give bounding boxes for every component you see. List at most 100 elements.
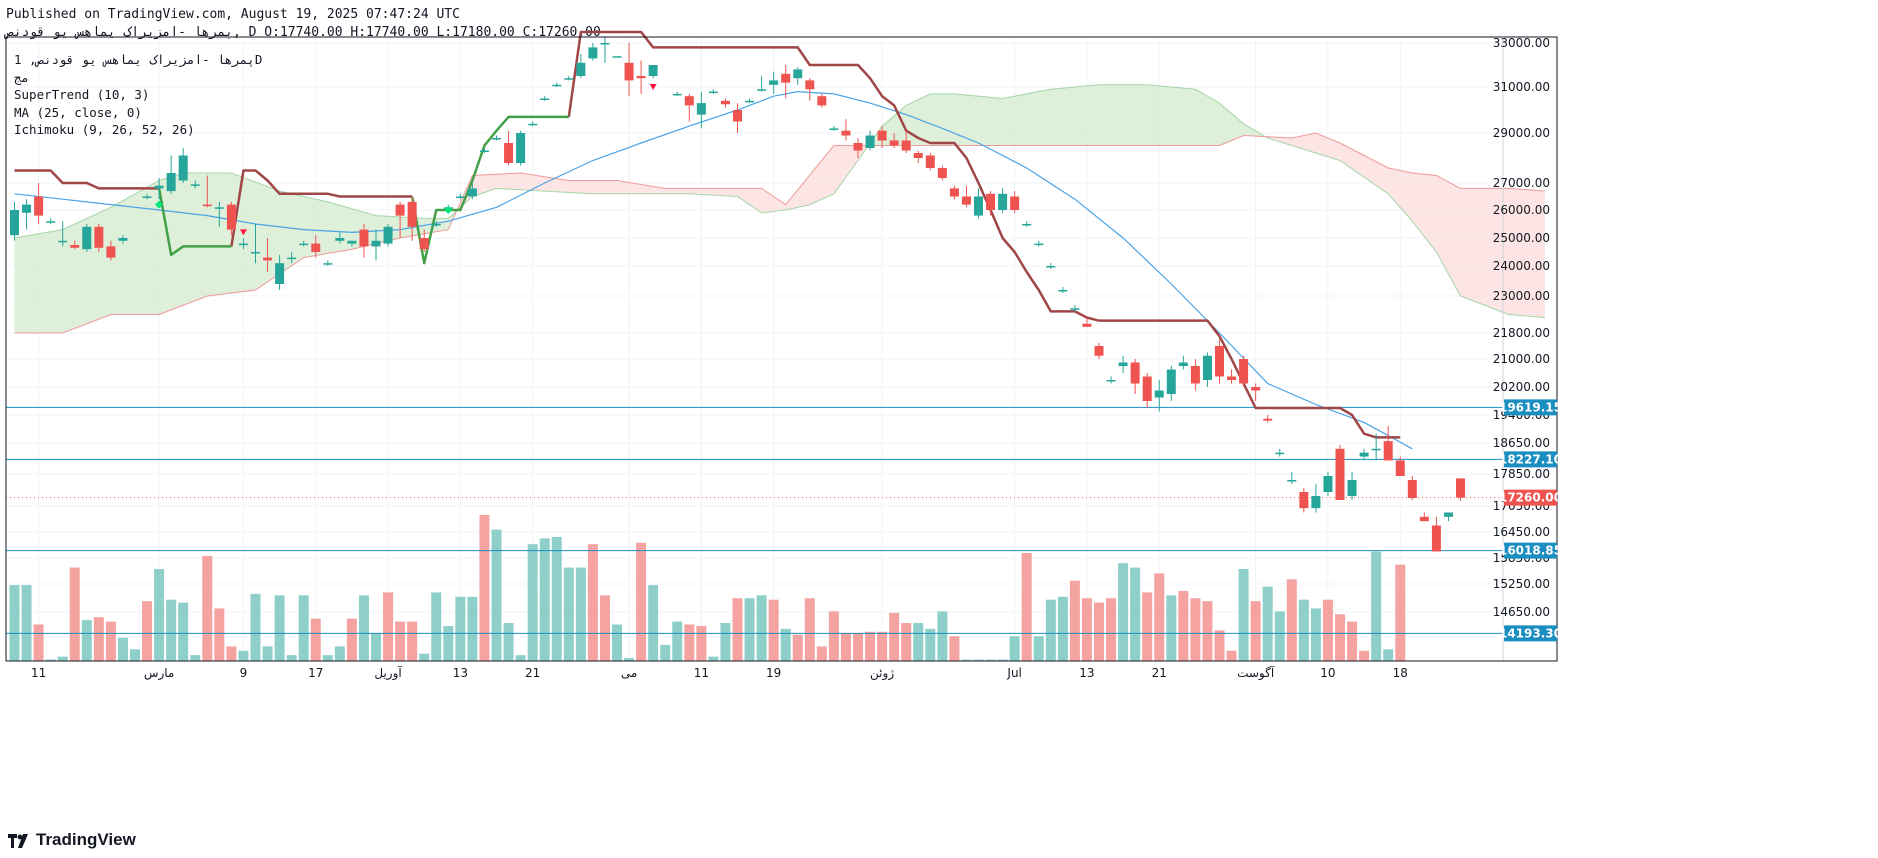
candle — [877, 130, 887, 141]
price-badge-bg — [1504, 542, 1557, 559]
candle — [528, 123, 538, 126]
volume-bar — [985, 659, 996, 661]
volume-bar — [1009, 636, 1020, 661]
candle — [552, 84, 562, 87]
time-tick-label: می — [621, 666, 637, 680]
volume-bar — [1045, 599, 1056, 661]
price-tick-label: 29000.00 — [1493, 126, 1550, 140]
candle — [1239, 359, 1249, 384]
time-tick-label: 17 — [308, 666, 323, 680]
candle — [588, 47, 598, 59]
volume-bar — [250, 593, 261, 661]
candle — [720, 100, 730, 105]
volume-bar — [479, 515, 490, 661]
candle — [371, 240, 381, 247]
time-tick-label: آگوست — [1237, 665, 1275, 681]
volume-bar — [551, 536, 562, 661]
candle — [1046, 266, 1056, 268]
volume-bar — [925, 628, 936, 661]
volume-bar — [756, 595, 767, 661]
candle — [395, 204, 405, 216]
volume-bar — [961, 659, 972, 661]
horizontal-lines — [6, 406, 1503, 634]
price-axis[interactable]: 33000.00 31000.00 29000.00 27000.00 26000.00… — [1493, 36, 1562, 642]
candle — [70, 245, 80, 248]
volume-bar — [1130, 567, 1141, 661]
candle — [1347, 480, 1357, 496]
candle — [431, 224, 441, 226]
time-tick-label: 11 — [694, 666, 709, 680]
volume-bar — [503, 623, 514, 661]
volume-bar — [419, 653, 430, 661]
time-tick-label: آوریل — [374, 665, 402, 681]
candle — [1371, 448, 1381, 451]
legend-supertrend[interactable]: SuperTrend (10, 3) — [14, 87, 150, 102]
volume-bar — [491, 529, 502, 661]
volume-bar — [178, 602, 189, 661]
time-tick-label: مارس — [144, 666, 175, 681]
volume-bar — [1347, 621, 1358, 661]
volume-bar — [877, 631, 888, 661]
candle — [1154, 390, 1164, 398]
volume-bar — [696, 625, 707, 661]
volume-bar — [1298, 599, 1309, 661]
indicator-legend: پمرها -امزیراک یماهس یو قودنص, 1D مج Sup… — [14, 51, 262, 139]
cloud-segment — [14, 173, 457, 333]
published-line: Published on TradingView.com, August 19,… — [6, 7, 460, 22]
volume-bar — [1359, 650, 1370, 661]
candles — [10, 36, 1465, 552]
volume-bar — [780, 628, 791, 661]
volume-bar — [828, 611, 839, 661]
candle — [793, 69, 803, 79]
volume-bar — [1395, 564, 1406, 661]
candle — [1419, 516, 1429, 522]
legend-ma[interactable]: MA (25, close, 0) — [14, 104, 142, 120]
volume-bar — [744, 598, 755, 661]
candle — [1287, 480, 1297, 482]
volume-bar — [130, 649, 140, 661]
candle — [1118, 362, 1128, 366]
legend-ichimoku[interactable]: Ichimoku (9, 26, 52, 26) — [14, 122, 195, 137]
time-axis[interactable]: 11 مارس 9 17 آوریل 13 21 می 11 19 ژوئن Jul 13 21 آگوست… — [6, 660, 1557, 681]
volume-bar — [69, 567, 80, 661]
time-tick-label: 13 — [1079, 666, 1094, 680]
candle — [311, 243, 321, 252]
candle — [1034, 243, 1044, 246]
time-tick-label: 18 — [1393, 666, 1408, 680]
candle — [1359, 452, 1369, 457]
candle — [769, 80, 779, 85]
volume-bar — [1286, 579, 1297, 661]
volume-bar — [624, 658, 635, 661]
candle — [986, 193, 996, 210]
candle — [1142, 376, 1152, 401]
candle — [263, 257, 273, 261]
price-tick-label: 20200.00 — [1493, 380, 1550, 394]
volume-bar — [310, 618, 321, 661]
price-badge-label: 19619.15 — [1499, 400, 1562, 414]
candle — [251, 252, 260, 254]
volume-bar — [298, 595, 309, 661]
volume-bar — [1274, 611, 1285, 661]
volume-bar — [443, 625, 454, 661]
candle — [287, 257, 297, 260]
candle — [624, 62, 634, 81]
volume-bar — [816, 646, 827, 661]
tradingview-branding[interactable]: TradingView — [8, 830, 136, 850]
candle — [576, 62, 586, 76]
supertrend-signals — [155, 84, 657, 236]
candle — [913, 153, 923, 158]
price-tick-label: 24000.00 — [1493, 259, 1550, 273]
volume-bar — [1322, 599, 1333, 661]
volume-bar — [1335, 614, 1345, 661]
candle — [1010, 196, 1020, 210]
price-tick-label: 25000.00 — [1493, 231, 1550, 245]
candle — [1094, 346, 1104, 356]
candle — [853, 143, 863, 151]
volume-bar — [732, 598, 743, 661]
price-badge-label: 16018.85 — [1499, 544, 1562, 558]
legend-symbol[interactable]: پمرها -امزیراک یماهس یو قودنص, 1D — [14, 52, 263, 67]
candle — [419, 238, 429, 250]
volume-bar — [937, 611, 948, 661]
candle — [1178, 362, 1188, 366]
